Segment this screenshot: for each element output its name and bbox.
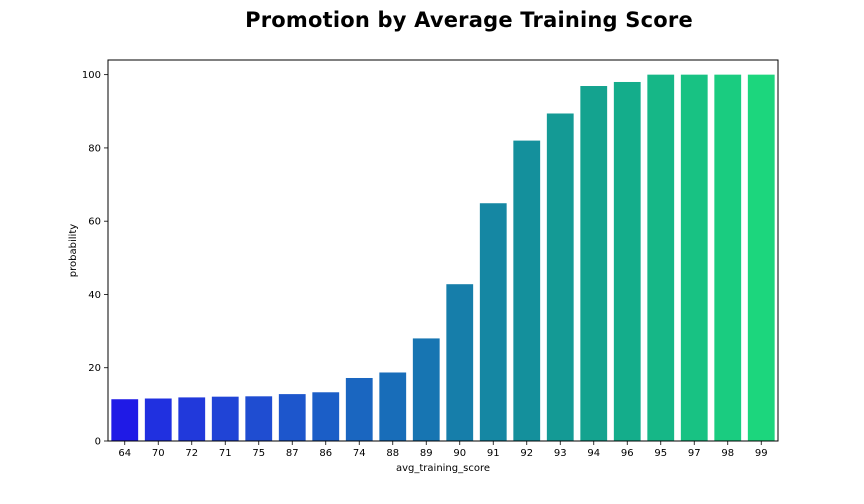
x-tick-label: 92 [520,448,533,459]
bar-88 [379,372,407,441]
y-tick-label: 40 [88,290,101,301]
bar-98 [714,74,742,442]
y-tick-label: 0 [95,437,101,448]
bar-97 [680,74,708,442]
x-tick-label: 97 [688,448,701,459]
x-tick-label: 94 [587,448,600,459]
x-tick-label: 96 [621,448,634,459]
bar-64 [111,399,139,441]
x-tick-label: 88 [386,448,399,459]
x-tick-label: 93 [554,448,567,459]
bar-91 [479,203,507,441]
bar-70 [144,398,172,441]
bar-90 [446,284,474,441]
x-tick-label: 99 [755,448,768,459]
bar-96 [613,81,641,441]
bar-72 [178,397,206,441]
y-axis-label: probability [68,224,79,277]
x-tick-label: 70 [152,448,165,459]
bar-89 [412,338,440,441]
bars-group [111,74,775,442]
plot-frame [107,59,779,442]
bar-86 [312,392,340,441]
chart-title: Promotion by Average Training Score [245,8,693,32]
y-tick-label: 20 [88,363,101,374]
x-axis: 64 70 72 71 75 87 86 74 88 89 90 91 92 93 94 96 95 97 98 99 [118,441,768,459]
y-tick-label: 100 [82,70,101,81]
x-tick-label: 90 [453,448,466,459]
x-tick-label: 91 [487,448,500,459]
bar-93 [546,113,574,442]
bar-94 [580,86,608,441]
x-tick-label: 95 [654,448,667,459]
x-tick-label: 74 [353,448,366,459]
bar-74 [345,377,373,441]
bar-75 [245,396,273,441]
y-tick-label: 80 [88,143,101,154]
x-tick-label: 87 [286,448,299,459]
x-tick-label: 86 [319,448,332,459]
x-tick-label: 98 [721,448,734,459]
x-tick-label: 89 [420,448,433,459]
y-tick-label: 60 [88,217,101,228]
bar-87 [278,394,306,441]
bar-99 [747,74,775,442]
y-axis: 0 20 40 60 80 100 [82,70,108,448]
x-tick-label: 75 [252,448,265,459]
bar-92 [513,140,541,441]
bar-95 [647,74,675,442]
x-tick-label: 72 [185,448,198,459]
x-tick-label: 71 [219,448,232,459]
x-axis-label: avg_training_score [396,463,490,474]
bar-71 [211,396,239,441]
x-tick-label: 64 [118,448,131,459]
